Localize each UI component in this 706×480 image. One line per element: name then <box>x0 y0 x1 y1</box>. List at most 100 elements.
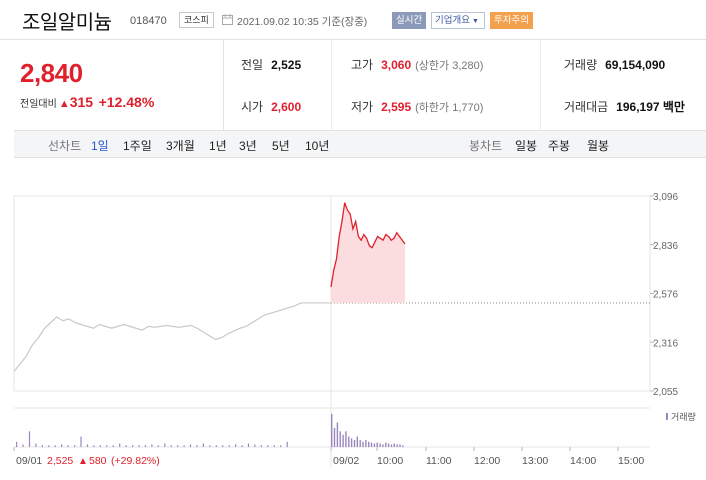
divider <box>540 40 541 130</box>
volume-bar <box>106 445 108 448</box>
timestamp: 2021.09.02 10:35 기준(장중) <box>237 16 368 28</box>
volume-bar <box>260 445 262 448</box>
stat-value: 2,525 <box>271 58 302 72</box>
volume-bar <box>368 441 370 448</box>
volume-bar <box>241 445 243 448</box>
footer-close: 2,525 <box>47 455 73 467</box>
change-amount: 315 <box>69 94 94 110</box>
stat-label: 전일 <box>241 58 264 72</box>
volume-bar <box>362 441 364 448</box>
volume-bar <box>286 441 288 448</box>
stat-value: 2,600 <box>271 100 302 114</box>
volume-bar <box>86 444 89 447</box>
volume-bar <box>61 444 63 447</box>
footer-change: 580 <box>89 455 107 467</box>
x-tick-label: 09/01 <box>16 455 42 467</box>
today-area <box>331 202 405 303</box>
x-tick-label: 13:00 <box>522 455 548 467</box>
volume-bar <box>183 445 185 448</box>
volume-bar <box>370 442 373 447</box>
period-tab-10y[interactable]: 10년 <box>305 139 330 153</box>
candle-tab-weekly[interactable]: 주봉 <box>548 139 571 153</box>
volume-bar <box>385 442 387 447</box>
stat-label: 저가 <box>351 100 374 114</box>
period-tab-3m[interactable]: 3개월 <box>166 139 195 153</box>
stat-sub: (하한가 1,770) <box>415 102 484 114</box>
volume-bar <box>138 445 140 448</box>
volume-bar <box>267 445 269 448</box>
volume-bar <box>345 431 347 448</box>
change-label: 전일대비 <box>20 99 57 110</box>
volume-bar <box>215 445 217 448</box>
candle-tab-daily[interactable]: 일봉 <box>515 139 538 153</box>
volume-bar <box>132 445 134 448</box>
volume-bar <box>235 444 237 447</box>
change-rate: +12.48% <box>98 94 155 110</box>
volume-bar <box>350 438 353 448</box>
x-tick-label: 09/02 <box>333 455 359 467</box>
volume-bar <box>48 445 50 448</box>
volume-bar <box>387 443 390 447</box>
period-tab-1d[interactable]: 1일 <box>91 139 109 153</box>
volume-bar <box>157 445 159 448</box>
volume-bar <box>35 443 37 447</box>
stat-trade-value: 거래대금 196,197 백만 <box>564 98 685 115</box>
stat-sub: (상한가 3,280) <box>415 60 484 72</box>
volume-bar <box>280 445 282 448</box>
stat-open: 시가 2,600 <box>241 98 301 115</box>
company-overview-label: 기업개요 <box>435 15 470 26</box>
volume-bar <box>164 443 166 447</box>
period-tab-5y[interactable]: 5년 <box>272 139 290 153</box>
stat-value: 196,197 백만 <box>616 100 685 114</box>
volume-bar <box>382 444 384 447</box>
volume-bar <box>74 445 76 448</box>
stat-high: 고가 3,060 (상한가 3,280) <box>351 56 483 73</box>
x-tick-label: 11:00 <box>426 455 452 467</box>
y-tick-label: 2,836 <box>653 241 678 252</box>
price-chart-svg: 3,096 2,836 2,576 2,316 2,055 거래량 09/01 09/02… <box>13 192 696 467</box>
volume-bar <box>339 431 341 448</box>
stat-volume: 거래량 69,154,090 <box>564 56 665 73</box>
candle-tab-monthly[interactable]: 월봉 <box>587 139 610 153</box>
volume-bar <box>16 441 18 448</box>
period-tab-1y[interactable]: 1년 <box>209 139 227 153</box>
y-tick-label: 2,316 <box>653 338 678 349</box>
volume-bar <box>376 442 378 447</box>
volume-bar <box>379 443 381 447</box>
volume-bar <box>390 444 393 447</box>
period-tab-1w[interactable]: 1주일 <box>123 139 152 153</box>
volume-bar <box>28 431 31 448</box>
volume-bar <box>202 443 204 447</box>
volume-bar <box>99 445 101 448</box>
stat-value: 3,060 <box>381 58 412 72</box>
line-chart-label: 선차트 <box>48 139 82 153</box>
current-price: 2,840 <box>20 58 83 88</box>
volume-bar <box>189 444 192 447</box>
stock-name: 조일알미늄 <box>22 12 112 34</box>
volume-bar <box>336 422 339 447</box>
stock-code: 018470 <box>130 15 167 27</box>
volume-bar <box>151 444 153 447</box>
volume-bar <box>273 445 275 448</box>
volume-bar <box>373 443 376 447</box>
y-tick-label: 3,096 <box>653 192 678 203</box>
realtime-button[interactable]: 실시간 <box>392 12 427 29</box>
period-bar: 선차트 1일 1주일 3개월 1년 3년 5년 10년 봉차트 일봉 주봉 월봉 <box>14 130 706 158</box>
volume-bar <box>348 436 350 447</box>
company-overview-select[interactable]: 기업개요 ▼ <box>431 12 485 29</box>
volume-bar <box>359 440 361 447</box>
period-tab-3y[interactable]: 3년 <box>239 139 257 153</box>
stats-panel: 전일 2,525 고가 3,060 (상한가 3,280) 거래량 69,154,090… <box>224 40 706 130</box>
change-row: 전일대비 ▲315 +12.48% <box>20 94 154 110</box>
volume-bar <box>209 445 211 448</box>
up-triangle-icon: ▲ <box>78 456 88 467</box>
y-tick-label: 2,055 <box>653 387 678 398</box>
candle-chart-label: 봉차트 <box>469 139 503 153</box>
volume-bar <box>177 445 179 448</box>
stat-prev-close: 전일 2,525 <box>241 56 301 73</box>
volume-bar <box>196 445 198 448</box>
today-line <box>330 202 406 288</box>
clock-icon <box>222 14 233 25</box>
stat-value: 69,154,090 <box>605 58 666 72</box>
stat-label: 거래대금 <box>564 100 609 114</box>
